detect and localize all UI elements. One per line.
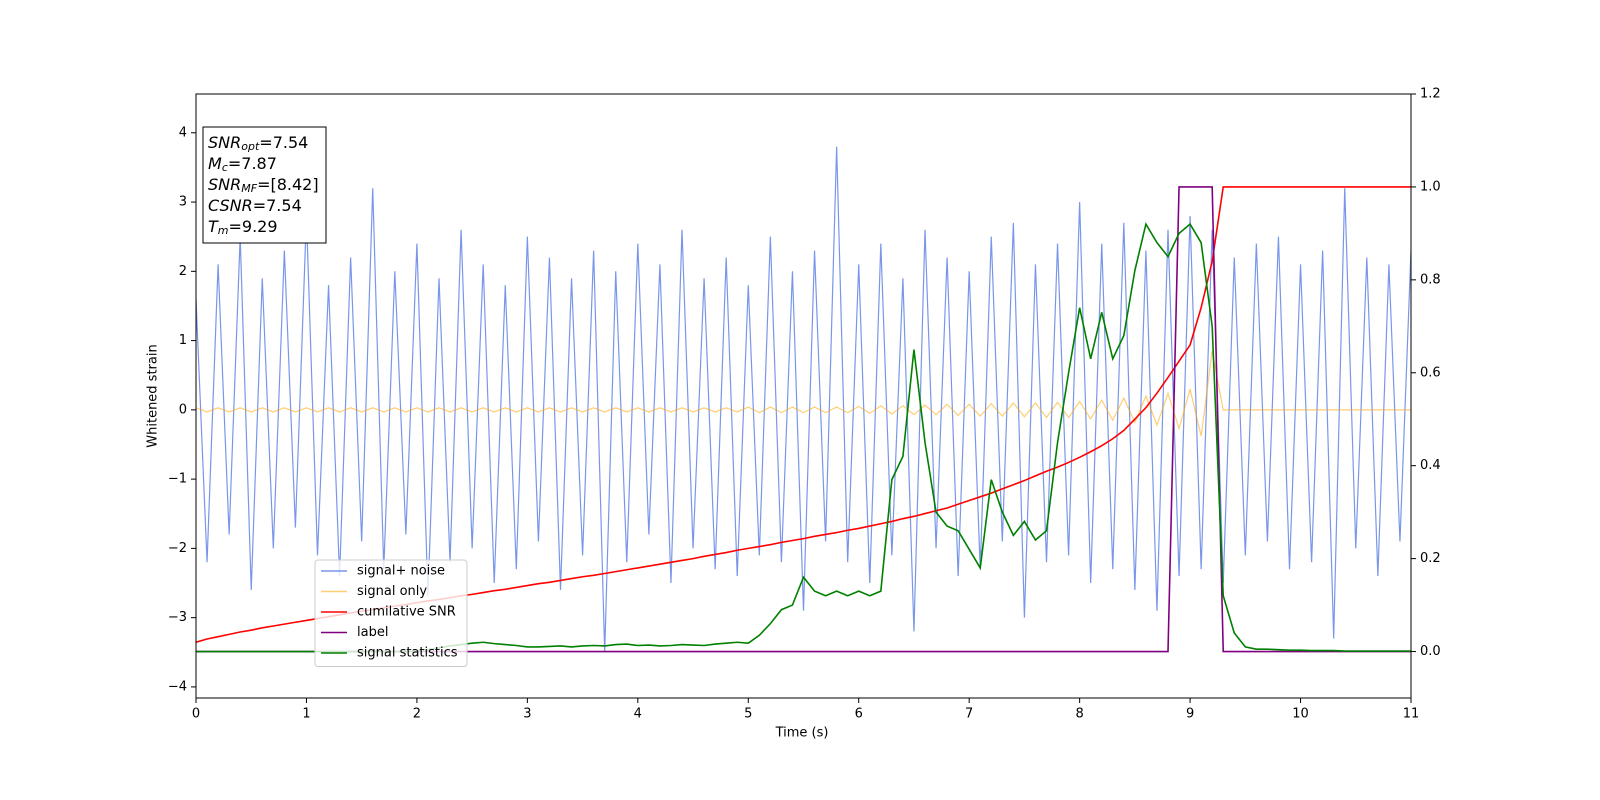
annotation-text: =7.54 [253, 196, 302, 215]
legend-label: signal only [357, 584, 427, 599]
y2-tick-label: 0.4 [1420, 458, 1441, 473]
annotation-text: =7.87 [228, 154, 277, 173]
legend-label: signal+ noise [357, 564, 445, 579]
y2-tick-label: 0.2 [1420, 551, 1441, 566]
x-tick-label: 1 [302, 707, 310, 722]
x-tick-label: 7 [965, 707, 973, 722]
annotation-text: =7.54 [259, 133, 308, 152]
annotation-subscript: c [222, 161, 228, 174]
x-tick-label: 6 [855, 707, 863, 722]
annotation: CSNR=7.54 [208, 196, 302, 215]
x-tick-label: 4 [634, 707, 642, 722]
y-tick-label: −2 [168, 541, 187, 556]
y-tick-label: 1 [179, 333, 187, 348]
annotation: SNRMF=[8.42] [208, 175, 319, 196]
x-tick-label: 5 [744, 707, 752, 722]
x-tick-label: 10 [1292, 707, 1309, 722]
y2-tick-label: 1.0 [1420, 179, 1441, 194]
annotation: Mc=7.87 [208, 154, 277, 175]
annotation: Tm=9.29 [208, 217, 278, 238]
annotation-frame [202, 126, 327, 244]
y2-tick-label: 0.0 [1420, 644, 1441, 659]
y-tick-label: 2 [179, 264, 187, 279]
y-tick-label: 0 [179, 402, 187, 417]
annotation-subscript: MF [241, 182, 257, 195]
annotation-symbol: M [208, 154, 222, 173]
annotation-box: SNRopt=7.54Mc=7.87SNRMF=[8.42]CSNR=7.54T… [202, 126, 327, 244]
legend-frame [314, 559, 468, 667]
y-tick-label: −3 [168, 610, 187, 625]
x-tick-label: 8 [1075, 707, 1083, 722]
x-tick-label: 3 [523, 707, 531, 722]
annotation-subscript: m [218, 224, 229, 237]
y2-tick-label: 0.8 [1420, 272, 1441, 287]
x-axis-label: Time (s) [775, 726, 829, 741]
x-tick-label: 2 [413, 707, 421, 722]
annotation-symbol: SNR [208, 175, 241, 194]
annotation-symbol: CSNR [208, 196, 253, 215]
annotation-text: =9.29 [229, 217, 278, 236]
annotation: SNRopt=7.54 [208, 133, 308, 154]
y2-tick-label: 0.6 [1420, 365, 1441, 380]
annotation-symbol: SNR [208, 133, 241, 152]
y-tick-label: −4 [168, 679, 187, 694]
legend: signal+ noise signal only cumilative SNR la… [314, 559, 468, 667]
series-line [196, 350, 1411, 437]
series-line [196, 146, 1411, 653]
x-tick-label: 9 [1186, 707, 1194, 722]
legend-label: label [357, 625, 388, 640]
x-tick-label: 11 [1403, 707, 1420, 722]
legend-label: cumilative SNR [357, 605, 456, 620]
y-tick-label: 3 [179, 195, 187, 210]
legend-label: signal statistics [357, 646, 458, 661]
plot-frame [195, 93, 1412, 699]
annotation-text: =[8.42] [257, 175, 319, 194]
annotation-subscript: opt [241, 140, 260, 153]
y-tick-label: 4 [179, 125, 187, 140]
y-axis-label: Whitened strain [146, 344, 161, 447]
annotation-symbol: T [208, 217, 219, 236]
y2-tick-label: 1.2 [1420, 87, 1441, 102]
x-tick-label: 0 [192, 707, 200, 722]
y-tick-label: −1 [168, 472, 187, 487]
